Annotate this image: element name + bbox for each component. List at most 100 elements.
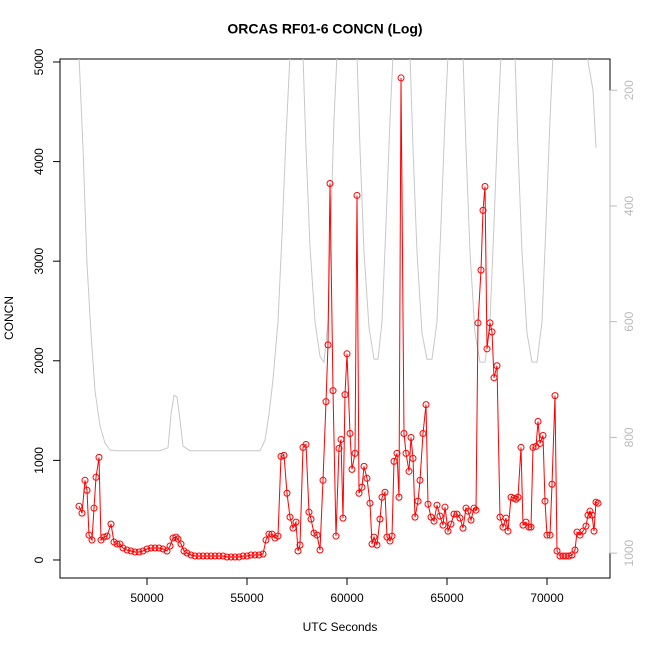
- data-point: [594, 499, 602, 507]
- data-point: [78, 509, 86, 517]
- data-point: [400, 429, 408, 437]
- data-point: [424, 500, 432, 508]
- data-point: [355, 489, 363, 497]
- chart-title: ORCAS RF01-6 CONCN (Log): [227, 21, 422, 37]
- data-point: [322, 398, 330, 406]
- data-point: [439, 521, 447, 529]
- data-point: [546, 531, 554, 539]
- data-point: [294, 547, 302, 555]
- data-point: [456, 514, 464, 522]
- data-point: [313, 531, 321, 539]
- data-point: [326, 179, 334, 187]
- data-point: [479, 206, 487, 214]
- data-point: [203, 552, 211, 560]
- data-point: [199, 552, 207, 560]
- data-point: [584, 511, 592, 519]
- data-point: [483, 345, 491, 353]
- data-point: [488, 328, 496, 336]
- data-point: [529, 443, 537, 451]
- data-point: [470, 504, 478, 512]
- data-point: [95, 453, 103, 461]
- data-point: [215, 552, 223, 560]
- data-point: [223, 553, 231, 561]
- data-point: [283, 489, 291, 497]
- data-point: [172, 533, 180, 541]
- data-point: [107, 520, 115, 528]
- data-point: [430, 517, 438, 525]
- data-point: [183, 549, 191, 557]
- data-point: [277, 452, 285, 460]
- data-point: [339, 514, 347, 522]
- data-point: [397, 74, 405, 82]
- data-point: [393, 449, 401, 457]
- data-point: [127, 547, 135, 555]
- data-point: [187, 551, 195, 559]
- data-point: [504, 527, 512, 535]
- x-tick-label: 50000: [130, 591, 164, 605]
- data-point: [155, 544, 163, 552]
- data-point: [522, 518, 530, 526]
- data-point: [373, 541, 381, 549]
- data-point: [292, 518, 300, 526]
- data-point: [255, 551, 263, 559]
- data-point: [247, 551, 255, 559]
- data-point: [407, 433, 415, 441]
- data-point: [553, 547, 561, 555]
- data-point: [490, 374, 498, 382]
- data-point: [280, 451, 288, 459]
- data-point: [414, 497, 422, 505]
- data-point: [286, 513, 294, 521]
- x-tick-label: 65000: [430, 591, 464, 605]
- data-point: [211, 552, 219, 560]
- data-point: [123, 546, 131, 554]
- data-point: [274, 532, 282, 540]
- data-point: [568, 551, 576, 559]
- y-tick-label: 3000: [32, 248, 46, 275]
- data-point: [376, 515, 384, 523]
- data-point: [419, 429, 427, 437]
- data-point: [441, 503, 449, 511]
- data-point: [227, 553, 235, 561]
- data-point: [536, 439, 544, 447]
- data-point: [551, 392, 559, 400]
- data-point: [343, 350, 351, 358]
- series-line: [78, 59, 597, 452]
- data-point: [499, 523, 507, 531]
- data-point: [147, 544, 155, 552]
- data-point: [337, 435, 345, 443]
- data-point: [163, 547, 171, 555]
- data-point: [346, 429, 354, 437]
- y2-tick-label: 200: [622, 80, 636, 100]
- y-tick-label: 5000: [32, 48, 46, 75]
- data-point: [302, 440, 310, 448]
- data-point: [358, 483, 366, 491]
- data-point: [351, 449, 359, 457]
- y-tick-label: 0: [32, 556, 46, 563]
- data-point: [75, 502, 83, 510]
- data-point: [305, 508, 313, 516]
- data-point: [100, 533, 108, 541]
- data-point: [450, 510, 458, 518]
- data-point: [472, 506, 480, 514]
- data-point: [207, 552, 215, 560]
- data-point: [262, 536, 270, 544]
- data-point: [316, 546, 324, 554]
- data-point: [422, 401, 430, 409]
- y2-tick-label: 1000: [622, 539, 636, 566]
- data-point: [467, 516, 475, 524]
- data-point: [525, 523, 533, 531]
- data-point: [370, 533, 378, 541]
- data-point: [502, 514, 510, 522]
- data-point: [251, 551, 259, 559]
- data-point: [527, 523, 535, 531]
- data-point: [481, 182, 489, 190]
- data-point: [447, 520, 455, 528]
- data-point: [541, 497, 549, 505]
- data-point: [259, 550, 267, 558]
- data-point: [265, 530, 273, 538]
- data-point: [586, 507, 594, 515]
- data-point: [92, 473, 100, 481]
- data-point: [390, 457, 398, 465]
